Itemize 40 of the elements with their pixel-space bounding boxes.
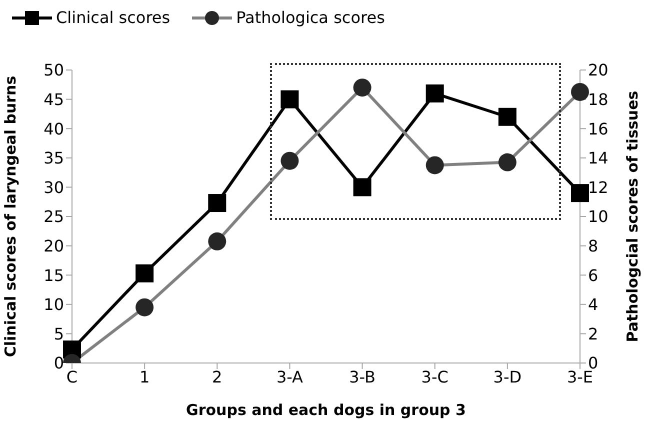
y-tick-label: 10: [44, 295, 64, 314]
y-tick-label: 0: [54, 354, 64, 373]
point: [426, 84, 444, 102]
point: [353, 178, 372, 196]
y2-tick-label: 4: [588, 295, 598, 314]
x-tick-label: 2: [212, 367, 222, 386]
legend-label: Clinical scores: [56, 8, 170, 27]
x-tick-label: 3-A: [276, 367, 304, 386]
point: [136, 264, 154, 282]
x-tick-label: 1: [139, 367, 150, 386]
y2-tick-label: 2: [588, 324, 598, 344]
y-tick-label: 20: [44, 236, 64, 256]
y-axis-title: Clinical scores of laryngeal burns: [1, 76, 20, 358]
y2-tick-label: 14: [588, 148, 608, 168]
y2-tick-label: 8: [588, 236, 598, 256]
x-tick-label: 3-D: [493, 367, 522, 386]
y2-tick-label: 20: [588, 60, 608, 80]
y-tick-label: 5: [54, 324, 64, 344]
y2-tick-label: 6: [588, 266, 598, 285]
y-tick-label: 50: [44, 60, 64, 80]
point: [208, 194, 226, 212]
y-tick-label: 40: [44, 119, 64, 138]
y2-tick-label: 12: [588, 178, 608, 197]
y-tick-label: 35: [44, 148, 64, 168]
x-axis-title: Groups and each dogs in group 3: [186, 401, 466, 419]
x-tick-label: 3-C: [421, 367, 448, 386]
y2-tick-label: 16: [588, 119, 608, 138]
legend-label: Pathologica scores: [236, 8, 385, 27]
y2-tick-label: 10: [588, 207, 608, 226]
y2-tick-label: 18: [588, 90, 608, 109]
x-tick-label: 3-B: [349, 367, 376, 386]
y-tick-label: 15: [44, 266, 64, 285]
y2-axis-title: Pathologcial scores of tissues: [623, 90, 642, 342]
point: [498, 108, 516, 126]
point: [571, 184, 589, 202]
x-tick-label: C: [66, 367, 78, 386]
y-tick-label: 45: [44, 90, 64, 109]
point: [280, 90, 299, 108]
y-tick-label: 25: [44, 207, 64, 226]
y-tick-label: 30: [44, 178, 64, 197]
